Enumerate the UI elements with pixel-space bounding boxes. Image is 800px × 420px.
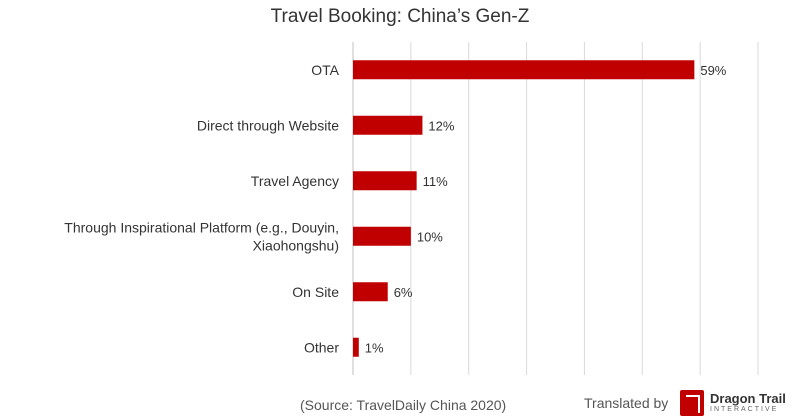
value-label: 12% — [428, 118, 454, 133]
category-label: Travel Agency — [251, 173, 339, 189]
bars — [353, 60, 695, 357]
translated-by-text: Translated by — [584, 395, 669, 411]
bar — [353, 282, 388, 302]
category-label: Direct through Website — [197, 117, 339, 133]
dragon-trail-logo: Dragon Trail INTERACTIVE — [680, 390, 795, 418]
value-labels: 59% 12% 11% 10% 6% 1% — [365, 63, 727, 356]
grid-lines — [410, 42, 759, 375]
dragon-trail-logo-icon — [680, 390, 704, 416]
category-label-line: Direct through Website — [197, 117, 339, 133]
value-label: 1% — [365, 340, 384, 355]
bar — [353, 115, 423, 135]
category-label-line: Xiaohongshu) — [253, 237, 339, 253]
value-label: 59% — [700, 63, 726, 78]
bar — [353, 171, 417, 191]
category-label: Other — [304, 339, 339, 355]
bar — [353, 60, 695, 80]
bar — [353, 337, 359, 357]
category-label-line: OTA — [311, 62, 339, 78]
bar-chart: OTA Direct through Website Travel Agency Th… — [64, 42, 759, 375]
source-note: (Source: TravelDaily China 2020) — [300, 397, 507, 413]
logo-name: Dragon Trail — [710, 391, 786, 406]
category-label: On Site — [292, 284, 339, 300]
category-labels: OTA Direct through Website Travel Agency Th… — [64, 62, 339, 356]
category-label-line: Travel Agency — [251, 173, 339, 189]
category-label-line: Through Inspirational Platform (e.g., Do… — [64, 219, 339, 235]
category-label: OTA — [311, 62, 339, 78]
logo-subtitle: INTERACTIVE — [710, 406, 779, 413]
bar — [353, 226, 411, 246]
value-label: 10% — [417, 229, 443, 244]
chart-title: Travel Booking: China’s Gen-Z — [270, 6, 530, 27]
value-label: 6% — [394, 285, 413, 300]
category-label: Through Inspirational Platform (e.g., Do… — [64, 219, 339, 253]
category-label-line: Other — [304, 339, 339, 355]
category-label-line: On Site — [292, 284, 339, 300]
value-label: 11% — [423, 174, 448, 189]
